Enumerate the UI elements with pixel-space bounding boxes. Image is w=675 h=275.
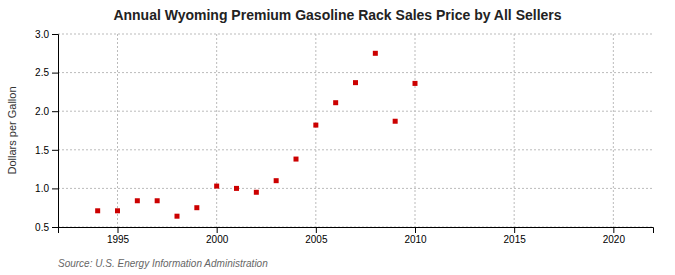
x-tick-mark (118, 227, 119, 233)
x-tick-mark (613, 227, 614, 233)
x-grid-line (514, 34, 515, 227)
y-tick: 1.0 (35, 183, 58, 194)
x-tick-mark (217, 227, 218, 233)
y-tick-label: 3.0 (35, 29, 49, 40)
plot-area: 1995 2000 2005 2010 2015 2020 0.5 1.0 1.5 2.0 2.5 3… (35, 29, 653, 245)
x-tick-label: 2000 (206, 234, 229, 245)
y-grid-line (58, 188, 653, 189)
y-tick-mark (52, 73, 58, 74)
point (214, 184, 219, 189)
x-tick-label: 1995 (107, 234, 130, 245)
source-note: Source: U.S. Energy Information Administ… (58, 258, 268, 269)
point (353, 80, 358, 85)
point (313, 123, 318, 128)
y-tick: 2.5 (35, 67, 58, 78)
x-tick-label: 2015 (504, 234, 527, 245)
chart: 1995 2000 2005 2010 2015 2020 0.5 1.0 1.5 2.0 2.5 3… (0, 0, 675, 275)
y-grid-line (58, 149, 653, 150)
y-tick: 1.5 (35, 145, 58, 156)
point (135, 198, 140, 203)
title: Annual Wyoming Premium Gasoline Rack Sal… (113, 7, 561, 23)
y-tick: 3.0 (35, 29, 58, 40)
y-tick-mark (52, 150, 58, 151)
x-tick-label: 2020 (603, 234, 626, 245)
y-tick-label: 2.0 (35, 106, 49, 117)
y-axis-title: Dollars per Gallon (6, 86, 18, 174)
point (115, 208, 120, 213)
x-grid-line (216, 34, 217, 227)
point (274, 178, 279, 183)
y-tick-mark (52, 188, 58, 189)
grid (58, 34, 653, 227)
y-tick-label: 2.5 (35, 67, 49, 78)
point (95, 208, 100, 213)
y-tick-label: 1.5 (35, 145, 49, 156)
x-tick-label: 2010 (404, 234, 427, 245)
x-tick: 2010 (404, 227, 427, 245)
y-grid-line (58, 111, 653, 112)
x-tick-mark (415, 227, 416, 233)
x-tick: 2020 (603, 227, 626, 245)
x-tick-label: 2005 (305, 234, 328, 245)
point (254, 190, 259, 195)
x-tick: 1995 (107, 227, 130, 245)
point (175, 214, 180, 219)
y-grid-line (58, 72, 653, 73)
y-tick-mark (52, 34, 58, 35)
points (95, 51, 417, 219)
x-tick-mark (514, 227, 515, 233)
point (234, 186, 239, 191)
point (155, 198, 160, 203)
point (393, 119, 398, 124)
point (294, 157, 299, 162)
y-axis: 0.5 1.0 1.5 2.0 2.5 3.0 (35, 29, 58, 233)
point (373, 51, 378, 56)
y-tick: 0.5 (35, 222, 58, 233)
x-grid-line (315, 34, 316, 227)
y-tick-mark (52, 111, 58, 112)
y-tick-label: 1.0 (35, 183, 49, 194)
x-tick: 2005 (305, 227, 328, 245)
x-axis: 1995 2000 2005 2010 2015 2020 (59, 227, 654, 245)
x-tick: 2000 (206, 227, 229, 245)
y-grid-line (58, 34, 653, 35)
point (413, 81, 418, 86)
y-tick-label: 0.5 (35, 222, 49, 233)
x-grid-line (613, 34, 614, 227)
x-tick: 2015 (504, 227, 527, 245)
y-tick: 2.0 (35, 106, 58, 117)
x-grid-line (117, 34, 118, 227)
x-grid-line (415, 34, 416, 227)
point (333, 100, 338, 105)
point (194, 205, 199, 210)
x-axis-line (59, 228, 654, 234)
x-tick-mark (316, 227, 317, 233)
y-tick-mark (52, 227, 58, 228)
y-axis-line (52, 35, 59, 228)
